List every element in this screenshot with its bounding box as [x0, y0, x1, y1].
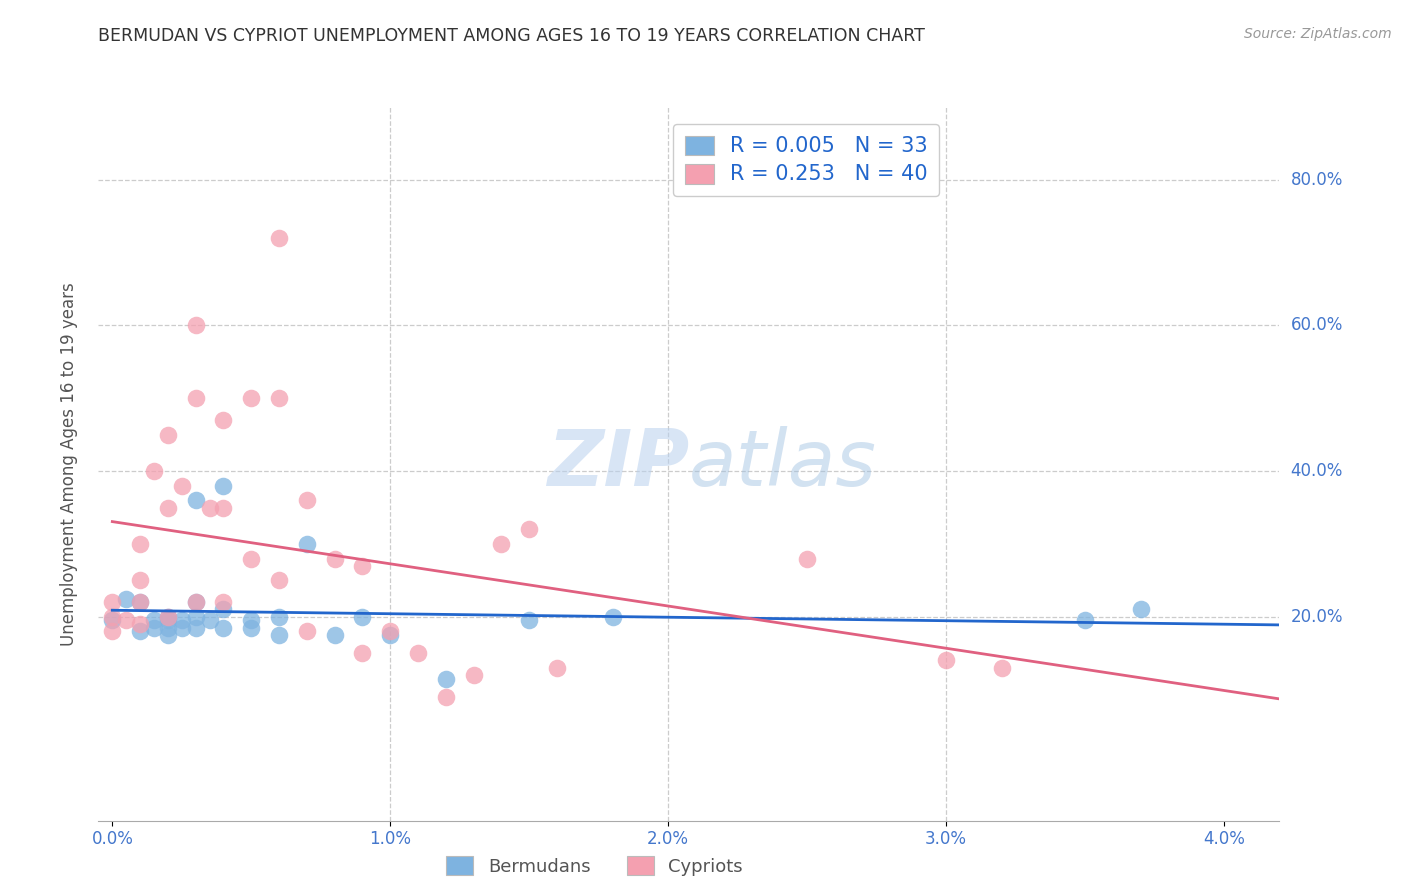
- Point: [1129, 602, 1152, 616]
- Point: [240, 551, 263, 566]
- Point: [434, 690, 457, 704]
- Point: [990, 661, 1012, 675]
- Point: [129, 574, 152, 588]
- Point: [156, 628, 179, 642]
- Point: [129, 595, 152, 609]
- Point: [517, 614, 540, 628]
- Point: [115, 591, 138, 606]
- Point: [156, 609, 179, 624]
- Text: 20.0%: 20.0%: [1291, 607, 1343, 626]
- Point: [101, 595, 124, 609]
- Point: [240, 614, 263, 628]
- Point: [156, 427, 179, 442]
- Point: [352, 646, 374, 660]
- Point: [198, 614, 221, 628]
- Text: 80.0%: 80.0%: [1291, 171, 1343, 189]
- Point: [380, 624, 402, 639]
- Point: [602, 609, 624, 624]
- Point: [240, 392, 263, 406]
- Point: [184, 493, 207, 508]
- Point: [352, 609, 374, 624]
- Point: [267, 231, 290, 245]
- Point: [156, 500, 179, 515]
- Point: [406, 646, 429, 660]
- Point: [295, 537, 318, 551]
- Point: [267, 609, 290, 624]
- Point: [434, 672, 457, 686]
- Point: [295, 624, 318, 639]
- Point: [1074, 614, 1097, 628]
- Point: [184, 392, 207, 406]
- Point: [212, 500, 235, 515]
- Text: ZIP: ZIP: [547, 425, 689, 502]
- Point: [517, 522, 540, 536]
- Point: [184, 609, 207, 624]
- Point: [184, 595, 207, 609]
- Point: [143, 621, 166, 635]
- Point: [184, 318, 207, 333]
- Text: Source: ZipAtlas.com: Source: ZipAtlas.com: [1244, 27, 1392, 41]
- Point: [935, 653, 957, 667]
- Text: 60.0%: 60.0%: [1291, 317, 1343, 334]
- Point: [212, 478, 235, 492]
- Point: [101, 609, 124, 624]
- Point: [115, 614, 138, 628]
- Point: [796, 551, 818, 566]
- Point: [491, 537, 513, 551]
- Point: [170, 614, 193, 628]
- Point: [143, 614, 166, 628]
- Point: [212, 602, 235, 616]
- Point: [212, 621, 235, 635]
- Point: [212, 595, 235, 609]
- Point: [267, 574, 290, 588]
- Point: [267, 628, 290, 642]
- Point: [295, 493, 318, 508]
- Point: [546, 661, 568, 675]
- Point: [156, 609, 179, 624]
- Text: BERMUDAN VS CYPRIOT UNEMPLOYMENT AMONG AGES 16 TO 19 YEARS CORRELATION CHART: BERMUDAN VS CYPRIOT UNEMPLOYMENT AMONG A…: [98, 27, 925, 45]
- Point: [170, 478, 193, 492]
- Point: [129, 595, 152, 609]
- Point: [101, 624, 124, 639]
- Point: [352, 558, 374, 573]
- Point: [267, 392, 290, 406]
- Point: [170, 621, 193, 635]
- Legend: Bermudans, Cypriots: Bermudans, Cypriots: [439, 849, 749, 883]
- Point: [240, 621, 263, 635]
- Point: [323, 551, 346, 566]
- Point: [129, 537, 152, 551]
- Point: [143, 464, 166, 478]
- Point: [156, 614, 179, 628]
- Point: [463, 668, 485, 682]
- Point: [184, 595, 207, 609]
- Point: [184, 621, 207, 635]
- Point: [212, 413, 235, 427]
- Text: 40.0%: 40.0%: [1291, 462, 1343, 480]
- Text: atlas: atlas: [689, 425, 877, 502]
- Point: [129, 624, 152, 639]
- Point: [198, 500, 221, 515]
- Point: [380, 628, 402, 642]
- Point: [156, 621, 179, 635]
- Y-axis label: Unemployment Among Ages 16 to 19 years: Unemployment Among Ages 16 to 19 years: [59, 282, 77, 646]
- Point: [129, 617, 152, 632]
- Point: [323, 628, 346, 642]
- Point: [101, 614, 124, 628]
